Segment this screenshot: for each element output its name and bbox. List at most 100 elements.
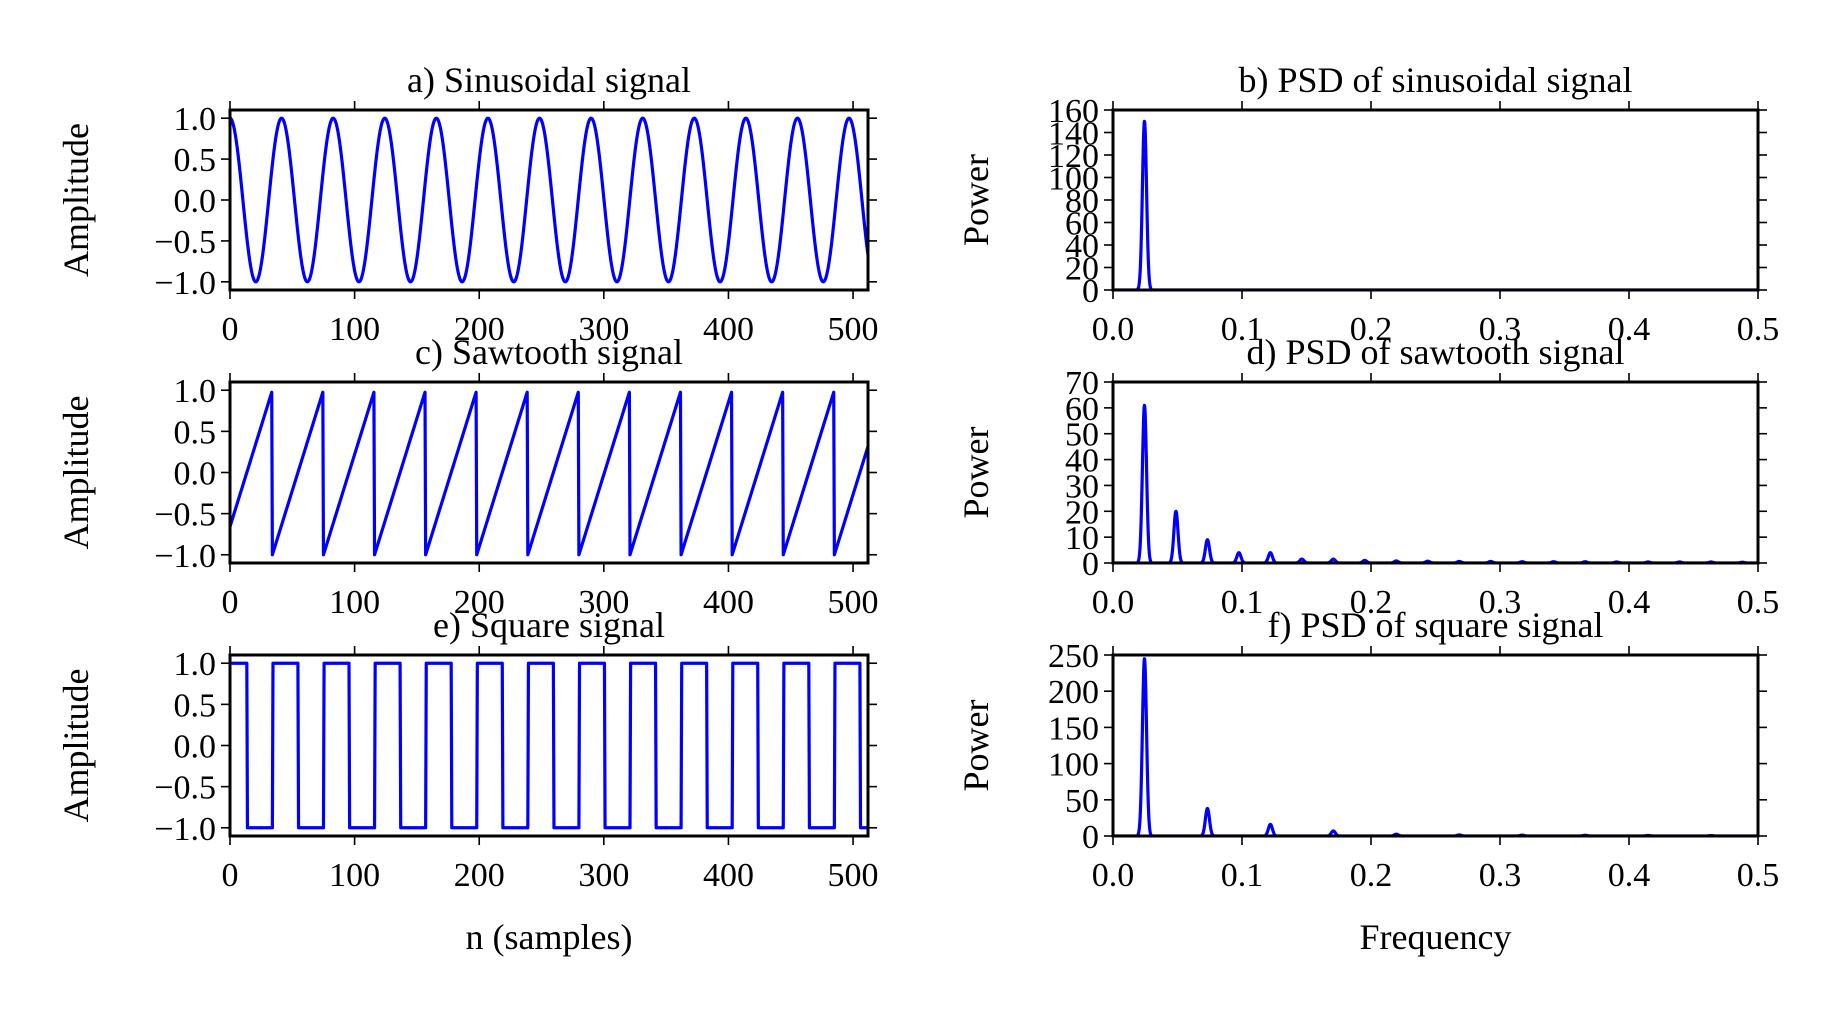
axes-frame-d: [1111, 380, 1760, 565]
y-tick-label: 100: [1048, 747, 1099, 784]
x-tick-label: 0: [222, 584, 239, 621]
x-tick-label: 0.4: [1608, 857, 1651, 894]
x-tick-label: 0.4: [1608, 311, 1651, 348]
y-tick-label: 0.0: [174, 729, 217, 766]
x-tick-label: 400: [703, 584, 754, 621]
x-tick-label: 300: [578, 311, 629, 348]
y-tick-label: 50: [1065, 783, 1099, 820]
series-line-d: [1113, 403, 1758, 563]
y-tick-label: 200: [1048, 674, 1099, 711]
subplot-title-f: f) PSD of square signal: [1268, 605, 1604, 645]
y-axis-label-d: Power: [956, 427, 996, 519]
y-tick-label: 0.0: [174, 183, 217, 220]
y-tick-label: 1.0: [174, 373, 217, 410]
x-tick-label: 0.3: [1479, 857, 1522, 894]
y-tick-label: 60: [1065, 391, 1099, 428]
x-tick-label: 0: [222, 311, 239, 348]
y-tick-label: 0.5: [174, 142, 217, 179]
x-tick-label: 0.3: [1479, 311, 1522, 348]
y-axis-label-c: Amplitude: [56, 396, 96, 550]
axes-frame-f: [1111, 653, 1760, 838]
x-tick-label: 0.5: [1737, 857, 1780, 894]
axes-frame-c: [228, 380, 870, 565]
series-line-c: [230, 390, 868, 557]
subplot-title-d: d) PSD of sawtooth signal: [1247, 332, 1625, 372]
y-tick-label: 40: [1065, 443, 1099, 480]
x-tick-label: 0.5: [1737, 584, 1780, 621]
y-tick-label: 0.0: [174, 456, 217, 493]
x-tick-label: 0.4: [1608, 584, 1651, 621]
y-axis-label-b: Power: [956, 154, 996, 246]
series-line-a: [230, 116, 868, 284]
y-tick-label: −0.5: [154, 770, 216, 807]
y-tick-label: 0.5: [174, 687, 217, 724]
y-tick-label: 0.5: [174, 414, 217, 451]
x-tick-label: 500: [828, 311, 879, 348]
subplot-title-b: b) PSD of sinusoidal signal: [1238, 60, 1632, 100]
y-tick-label: 0: [1082, 273, 1099, 310]
x-tick-label: 0.1: [1221, 311, 1264, 348]
y-tick-label: 150: [1048, 710, 1099, 747]
subplot-title-a: a) Sinusoidal signal: [407, 60, 691, 100]
axes-frame-a: [228, 108, 870, 292]
subplot-c: 0 100 200 300 400 500 1.0 0.5 0.0 −0.5 −1.0 c) Sawt…: [56, 332, 879, 621]
y-tick-label: 1.0: [174, 646, 217, 683]
x-tick-label: 200: [454, 857, 505, 894]
y-tick-label: −1.0: [154, 538, 216, 575]
y-tick-label: 80: [1065, 183, 1099, 220]
axes-frame-b: [1111, 108, 1760, 292]
y-tick-label: 20: [1065, 251, 1099, 288]
y-tick-label: −1.0: [154, 811, 216, 848]
x-tick-label: 100: [329, 857, 380, 894]
y-tick-label: 1.0: [174, 101, 217, 138]
subplot-title-c: c) Sawtooth signal: [415, 332, 683, 372]
x-tick-label: 0.2: [1350, 311, 1393, 348]
x-tick-label: 500: [828, 857, 879, 894]
x-tick-label: 0.1: [1221, 857, 1264, 894]
y-axis-label-e: Amplitude: [56, 669, 96, 823]
subplot-title-e: e) Square signal: [433, 605, 665, 645]
x-tick-label: 0.0: [1092, 311, 1135, 348]
y-tick-label: −0.5: [154, 497, 216, 534]
y-axis-label-a: Amplitude: [56, 123, 96, 277]
x-axis-label-e: n (samples): [466, 917, 633, 957]
y-tick-label: 0: [1082, 819, 1099, 856]
y-tick-label: 20: [1065, 494, 1099, 531]
y-tick-label: 30: [1065, 468, 1099, 505]
subplot-a: 0 100 200 300 400 500 1.0 0.5 0.0 −0.5 −1.0 a) Sinu…: [56, 60, 879, 348]
x-tick-label: 100: [329, 584, 380, 621]
x-tick-label: 200: [454, 584, 505, 621]
x-tick-label: 300: [578, 584, 629, 621]
x-tick-label: 300: [578, 857, 629, 894]
x-tick-label: 0.2: [1350, 857, 1393, 894]
series-line-b: [1113, 119, 1758, 290]
x-tick-label: 200: [454, 311, 505, 348]
axes-frame-e: [228, 653, 870, 838]
x-tick-label: 0.1: [1221, 584, 1264, 621]
y-tick-label: −0.5: [154, 224, 216, 261]
x-tick-label: 0.0: [1092, 584, 1135, 621]
y-tick-label: 40: [1065, 228, 1099, 265]
y-axis-label-f: Power: [956, 700, 996, 792]
x-tick-label: 0.5: [1737, 311, 1780, 348]
series-line-e: [230, 661, 868, 830]
x-axis-label-f: Frequency: [1360, 917, 1512, 957]
y-tick-label: 160: [1048, 93, 1099, 130]
y-tick-label: 250: [1048, 638, 1099, 675]
y-tick-label: 120: [1048, 138, 1099, 175]
y-tick-label: 70: [1065, 365, 1099, 402]
x-tick-label: 0.3: [1479, 584, 1522, 621]
y-tick-label: 100: [1048, 161, 1099, 198]
y-tick-label: 140: [1048, 116, 1099, 153]
y-tick-label: 10: [1065, 520, 1099, 557]
x-tick-label: 0.0: [1092, 857, 1135, 894]
y-tick-label: 60: [1065, 206, 1099, 243]
x-tick-label: 500: [828, 584, 879, 621]
subplot-e: 0 100 200 300 400 500 1.0 0.5 0.0 −0.5 −1.0 e) Squa…: [56, 605, 879, 957]
x-tick-label: 0: [222, 857, 239, 894]
series-line-f: [1113, 657, 1758, 836]
